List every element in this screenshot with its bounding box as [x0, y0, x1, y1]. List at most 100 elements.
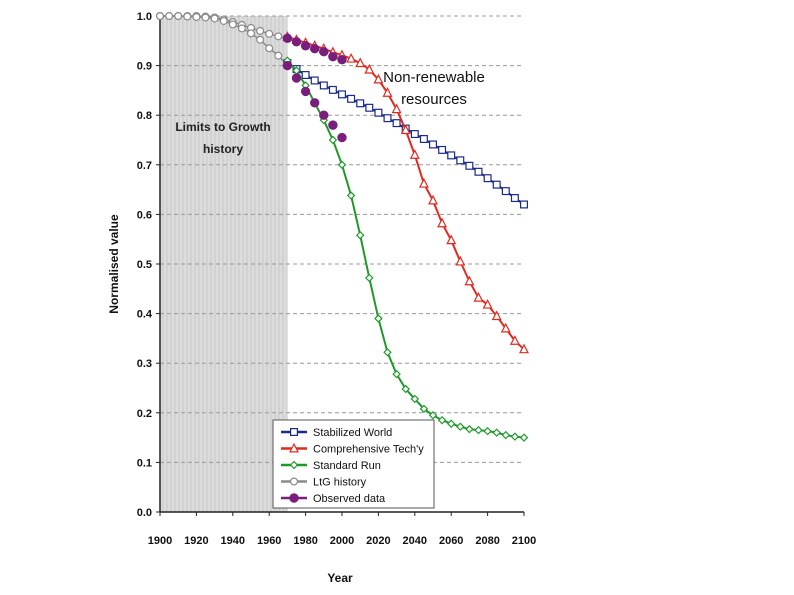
stabilized-world-point: [465, 161, 474, 170]
ltg-history-point: [156, 12, 165, 21]
y-tick-label: 0.2: [137, 408, 152, 420]
stabilized-world-point: [392, 119, 401, 128]
x-tick-label: 2000: [330, 535, 354, 547]
observed-data-point: [300, 86, 311, 97]
y-tick-label: 0.4: [137, 309, 153, 321]
standard-run-point: [401, 384, 410, 394]
y-tick-label: 0.8: [137, 110, 152, 122]
observed-data-upper-point: [282, 33, 293, 44]
stabilized-world-point: [356, 99, 365, 108]
observed-data-upper-point: [310, 44, 320, 54]
stabilized-world-point: [438, 145, 447, 154]
comprehensive-techy-point: [491, 310, 502, 321]
stabilized-world-point: [519, 200, 528, 209]
standard-run-point: [456, 422, 465, 431]
standard-run-point: [510, 432, 520, 441]
ltg-history-point: [174, 12, 183, 21]
legend: Stabilized World Comprehensive Tech'y Stan…: [272, 419, 435, 509]
x-tick-label: 1980: [293, 535, 317, 547]
comprehensive-techy-point: [519, 343, 529, 354]
ltg-history-point: [210, 14, 219, 23]
y-tick-label: 1.0: [137, 11, 152, 23]
stabilized-world-point: [456, 156, 465, 165]
x-tick-label: 2020: [366, 535, 390, 547]
x-tick-label: 1940: [221, 535, 245, 547]
standard-run-point: [392, 369, 401, 379]
comprehensive-techy-point: [428, 194, 438, 205]
standard-run-point: [383, 348, 392, 357]
legend-marker-standard-run-point: [289, 460, 299, 470]
ltg-history-upper-point: [274, 32, 283, 41]
observed-data-upper-point: [291, 37, 302, 47]
standard-run-point: [474, 425, 483, 435]
y-tick-label: 0.5: [137, 259, 152, 271]
stabilized-world-point: [447, 151, 456, 160]
standard-run-point: [355, 230, 365, 240]
stabilized-world-point: [510, 194, 519, 203]
standard-run-point: [428, 411, 438, 420]
legend-label-stabilized-world: Stabilized World: [313, 427, 392, 439]
x-tick-label: 2080: [475, 535, 499, 547]
stabilized-world-point: [383, 114, 392, 123]
ltg-history-point: [265, 44, 274, 53]
standard-run-point: [410, 394, 420, 404]
stabilized-world-point: [301, 71, 310, 80]
stabilized-world-point: [374, 108, 383, 117]
observed-data-point: [291, 73, 302, 83]
legend-label-observed-data: Observed data: [313, 493, 386, 505]
ltg-history-point: [228, 20, 237, 29]
stabilized-world-point: [410, 130, 419, 139]
ltg-history-point: [165, 12, 174, 21]
ltg-history-point: [219, 16, 228, 25]
observed-data-upper-point: [300, 41, 311, 51]
stabilized-world-point: [365, 103, 374, 112]
observed-data-point: [282, 60, 293, 71]
observed-data-point: [319, 110, 329, 120]
history-label-line-1: Limits to Growth: [175, 120, 270, 134]
standard-run-point: [465, 424, 474, 434]
x-tick-label: 2060: [439, 535, 463, 547]
ltg-history-point: [183, 12, 192, 21]
legend-marker-stabilized-world-point: [290, 428, 299, 437]
comprehensive-techy-point: [400, 124, 411, 135]
y-tick-label: 0.9: [137, 61, 152, 73]
stabilized-world-point: [328, 85, 337, 94]
ltg-history-point: [256, 35, 265, 44]
observed-data-upper-point: [319, 47, 329, 57]
y-tick-label: 0.1: [137, 457, 152, 469]
y-axis-title: Normalised value: [107, 214, 121, 314]
legend-marker-ltg-history-point: [290, 477, 299, 486]
x-tick-label: 1920: [184, 535, 208, 547]
comprehensive-techy-point: [409, 149, 420, 159]
observed-data-point: [328, 120, 338, 130]
legend-label-ltg-history: LtG history: [313, 477, 367, 489]
annotation-line-2: resources: [401, 91, 467, 108]
standard-run-point: [328, 135, 338, 145]
comprehensive-techy-point: [373, 73, 384, 84]
standard-run-point: [337, 160, 347, 170]
comprehensive-techy-point: [418, 177, 429, 188]
comprehensive-techy-point: [482, 298, 493, 309]
stabilized-world-point: [492, 180, 501, 189]
legend-marker-comprehensive-techy-point: [289, 442, 299, 453]
stabilized-world-point: [419, 135, 428, 144]
comprehensive-techy-point: [355, 57, 366, 68]
standard-run-point: [374, 314, 383, 323]
observed-data-upper-point: [328, 51, 338, 62]
standard-run-point: [492, 428, 501, 437]
ltg-history-point: [201, 13, 210, 22]
legend-label-comprehensive-techy: Comprehensive Tech'y: [313, 444, 424, 456]
stabilized-world-point: [429, 140, 438, 149]
comprehensive-techy-point: [382, 87, 393, 97]
observed-data-point: [310, 98, 320, 108]
ltg-history-point: [247, 29, 256, 38]
legend-marker-observed-data-point: [289, 493, 299, 503]
comprehensive-techy-point: [473, 292, 484, 302]
ltg-history-point: [274, 51, 283, 60]
stabilized-world-point: [501, 187, 510, 196]
history-label-line-2: history: [203, 142, 243, 156]
stabilized-world-point: [483, 174, 492, 183]
x-axis-title: Year: [327, 571, 353, 585]
legend-label-standard-run: Standard Run: [313, 460, 381, 472]
x-tick-label: 2040: [403, 535, 427, 547]
